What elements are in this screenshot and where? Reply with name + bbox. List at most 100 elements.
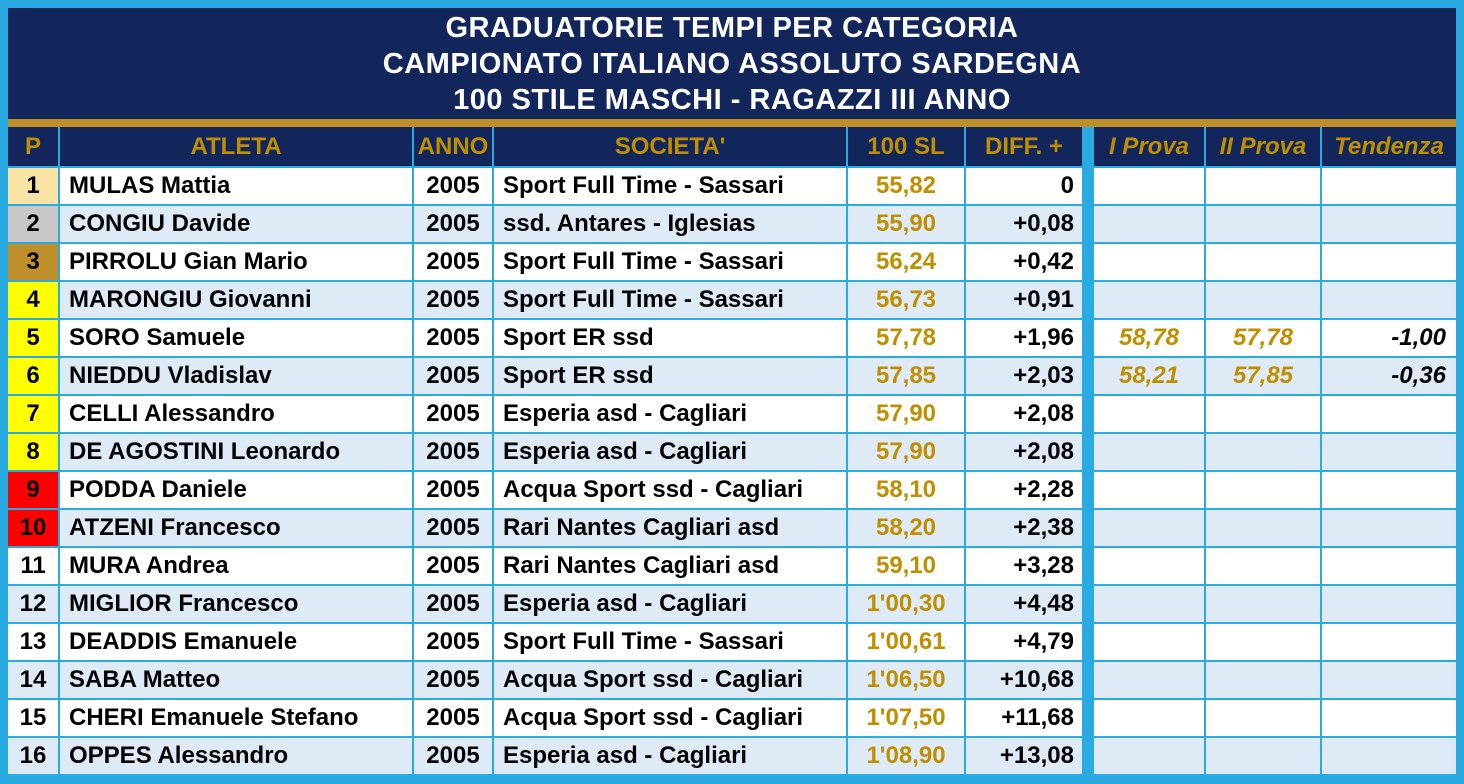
diff-cell: +13,08 [966,738,1082,774]
athlete-cell: SABA Matteo [60,662,412,698]
athlete-cell: DEADDIS Emanuele [60,624,412,660]
section-separator [1084,624,1092,660]
year-cell: 2005 [414,738,492,774]
prova1-cell [1094,472,1204,508]
title-band: GRADUATORIE TEMPI PER CATEGORIA CAMPIONA… [8,8,1456,119]
prova2-cell: 57,85 [1206,358,1320,394]
prova1-cell [1094,586,1204,622]
athlete-cell: MIGLIOR Francesco [60,586,412,622]
athlete-cell: CONGIU Davide [60,206,412,242]
section-separator [1084,700,1092,736]
tendenza-cell [1322,738,1456,774]
diff-cell: +2,08 [966,434,1082,470]
time-cell: 1'08,90 [848,738,964,774]
athlete-cell: OPPES Alessandro [60,738,412,774]
prova1-cell [1094,396,1204,432]
section-separator [1084,472,1092,508]
club-cell: Rari Nantes Cagliari asd [494,510,846,546]
prova2-cell: 57,78 [1206,320,1320,356]
prova2-cell [1206,244,1320,280]
prova2-cell [1206,624,1320,660]
prova1-cell [1094,510,1204,546]
diff-cell: +1,96 [966,320,1082,356]
prova2-cell [1206,434,1320,470]
time-cell: 1'06,50 [848,662,964,698]
tendenza-cell: -0,36 [1322,358,1456,394]
title-line-2: CAMPIONATO ITALIANO ASSOLUTO SARDEGNA [382,47,1082,80]
section-separator [1084,358,1092,394]
prova2-cell [1206,472,1320,508]
athlete-cell: MURA Andrea [60,548,412,584]
tendenza-cell [1322,282,1456,318]
diff-cell: +0,91 [966,282,1082,318]
prova2-cell [1206,206,1320,242]
club-cell: Sport Full Time - Sassari [494,624,846,660]
prova1-cell [1094,434,1204,470]
club-cell: Acqua Sport ssd - Cagliari [494,662,846,698]
prova1-cell [1094,738,1204,774]
prova2-cell [1206,700,1320,736]
club-cell: Sport Full Time - Sassari [494,244,846,280]
prova1-cell [1094,244,1204,280]
tendenza-cell [1322,168,1456,204]
tendenza-cell [1322,244,1456,280]
athlete-cell: ATZENI Francesco [60,510,412,546]
year-cell: 2005 [414,434,492,470]
results-grid: P ATLETA ANNO SOCIETA' 100 SL DIFF. + I … [8,127,1456,774]
tendenza-cell [1322,586,1456,622]
club-cell: Esperia asd - Cagliari [494,396,846,432]
rank-cell: 8 [8,434,58,470]
diff-cell: +10,68 [966,662,1082,698]
section-separator [1084,548,1092,584]
year-cell: 2005 [414,358,492,394]
header-time: 100 SL [848,127,964,166]
prova2-cell [1206,396,1320,432]
diff-cell: +2,28 [966,472,1082,508]
section-separator [1084,206,1092,242]
diff-cell: +3,28 [966,548,1082,584]
section-separator [1084,168,1092,204]
athlete-cell: PIRROLU Gian Mario [60,244,412,280]
athlete-cell: CHERI Emanuele Stefano [60,700,412,736]
diff-cell: +4,48 [966,586,1082,622]
year-cell: 2005 [414,548,492,584]
prova1-cell: 58,21 [1094,358,1204,394]
year-cell: 2005 [414,168,492,204]
time-cell: 55,90 [848,206,964,242]
time-cell: 59,10 [848,548,964,584]
athlete-cell: MARONGIU Giovanni [60,282,412,318]
prova1-cell [1094,548,1204,584]
prova2-cell [1206,738,1320,774]
section-separator [1084,127,1092,166]
rank-cell: 3 [8,244,58,280]
club-cell: Sport ER ssd [494,320,846,356]
year-cell: 2005 [414,624,492,660]
club-cell: Rari Nantes Cagliari asd [494,548,846,584]
club-cell: Acqua Sport ssd - Cagliari [494,700,846,736]
section-separator [1084,586,1092,622]
rank-cell: 2 [8,206,58,242]
header-rank: P [8,127,58,166]
club-cell: Sport Full Time - Sassari [494,282,846,318]
diff-cell: +4,79 [966,624,1082,660]
athlete-cell: DE AGOSTINI Leonardo [60,434,412,470]
time-cell: 57,90 [848,434,964,470]
section-separator [1084,282,1092,318]
year-cell: 2005 [414,282,492,318]
rank-cell: 9 [8,472,58,508]
rank-cell: 16 [8,738,58,774]
club-cell: Sport ER ssd [494,358,846,394]
diff-cell: +2,08 [966,396,1082,432]
rank-cell: 1 [8,168,58,204]
tendenza-cell [1322,434,1456,470]
time-cell: 57,85 [848,358,964,394]
year-cell: 2005 [414,320,492,356]
time-cell: 56,73 [848,282,964,318]
gold-divider [8,119,1456,127]
time-cell: 58,20 [848,510,964,546]
time-cell: 57,78 [848,320,964,356]
club-cell: Esperia asd - Cagliari [494,738,846,774]
prova2-cell [1206,662,1320,698]
diff-cell: +11,68 [966,700,1082,736]
